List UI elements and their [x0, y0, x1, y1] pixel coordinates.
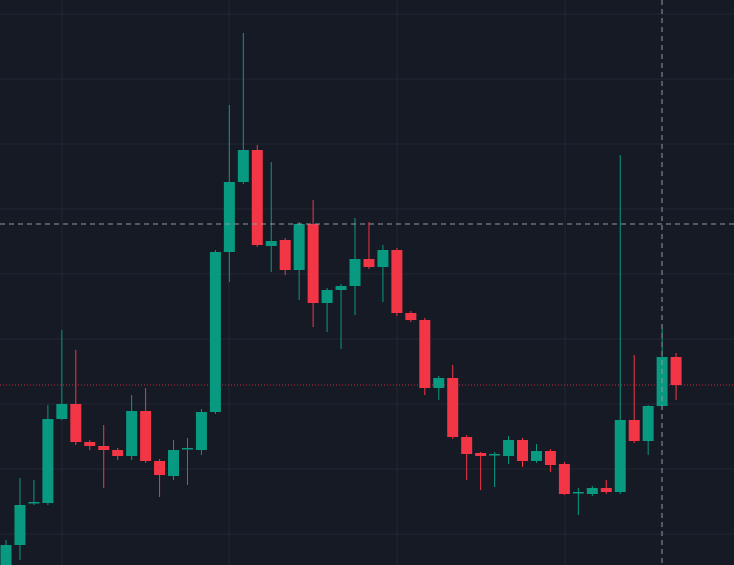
candle-body	[28, 502, 40, 504]
candle-body	[237, 150, 249, 182]
candle-body	[168, 450, 180, 476]
candle-body	[293, 224, 305, 270]
candle-body	[321, 290, 333, 303]
candle-body	[544, 451, 556, 465]
candle-body	[433, 378, 445, 388]
candle-body	[251, 150, 263, 245]
candle-body	[489, 454, 501, 456]
candle-body	[614, 420, 626, 492]
candle-body	[642, 406, 654, 441]
candle-body	[530, 451, 542, 461]
candle-body	[600, 488, 612, 492]
candle-body	[56, 404, 68, 419]
candle-body	[377, 250, 389, 267]
candle-body	[503, 440, 515, 456]
candle-body	[140, 411, 152, 461]
candle-body	[112, 450, 124, 456]
candle-body	[447, 378, 459, 437]
candle-body	[195, 412, 207, 450]
candle-body	[223, 182, 235, 252]
candle-body	[209, 252, 221, 412]
candle-body	[14, 505, 26, 545]
candle-body	[586, 488, 598, 494]
candle-body	[670, 357, 682, 385]
candle-body	[307, 224, 319, 303]
candle-body	[405, 313, 417, 320]
candle-body	[98, 446, 110, 450]
candle-body	[363, 259, 375, 267]
candle-body	[84, 442, 96, 446]
candle-body	[181, 448, 193, 450]
candle-body	[419, 320, 431, 388]
candle-body	[154, 461, 166, 475]
candle-body	[70, 404, 82, 442]
candle-body	[126, 411, 138, 456]
candle-body	[0, 545, 12, 565]
candle-body	[335, 286, 347, 290]
candle-body	[628, 420, 640, 441]
candle-body	[517, 440, 529, 461]
candle-body	[265, 241, 277, 246]
candle-body	[279, 240, 291, 270]
candle-body	[461, 437, 473, 454]
candle-body	[475, 453, 487, 456]
candle-body	[42, 419, 54, 503]
candle-body	[572, 492, 584, 494]
candle-body	[558, 464, 570, 494]
candle-body	[349, 259, 361, 286]
candles	[0, 33, 682, 565]
candle-body	[391, 250, 403, 313]
